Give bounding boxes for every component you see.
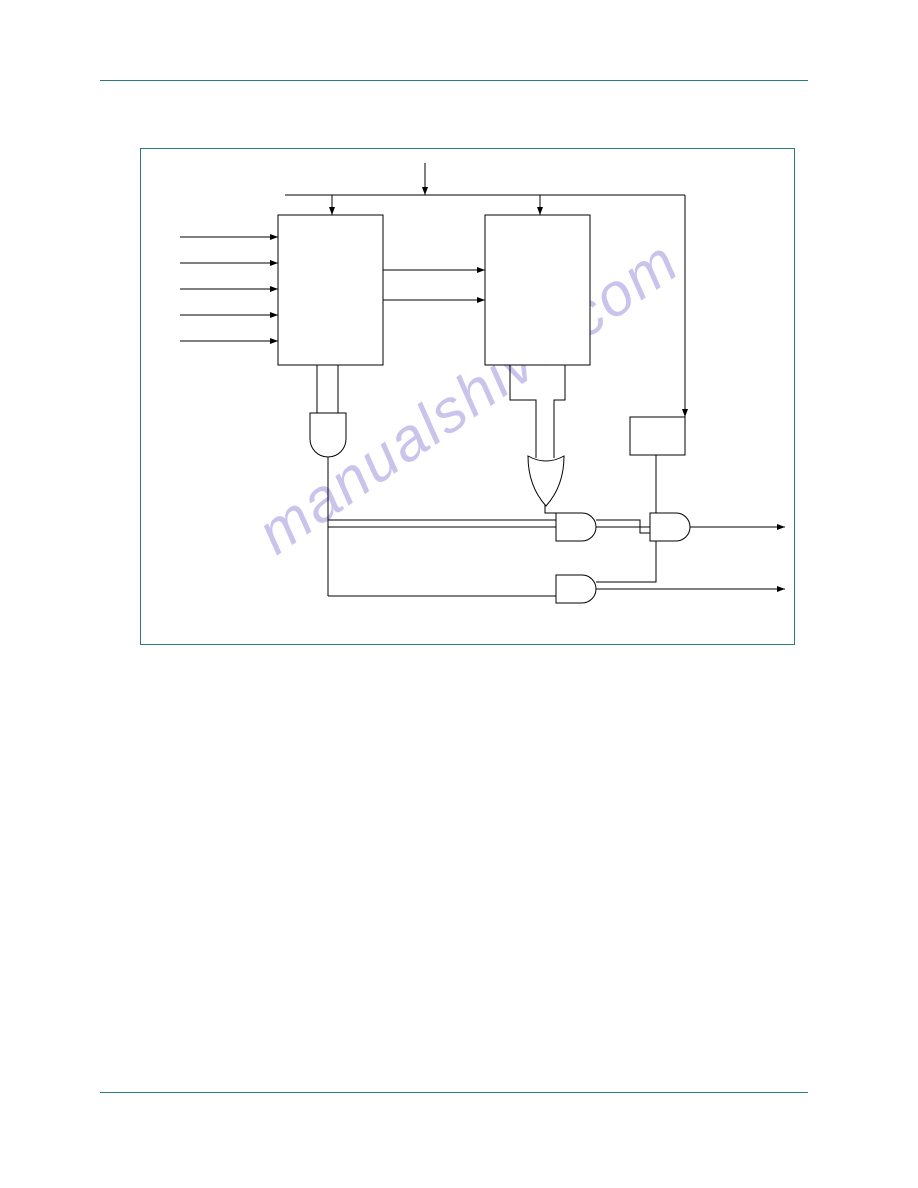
bottom-horizontal-rule [100,1092,808,1093]
block-diagram [0,0,918,1188]
